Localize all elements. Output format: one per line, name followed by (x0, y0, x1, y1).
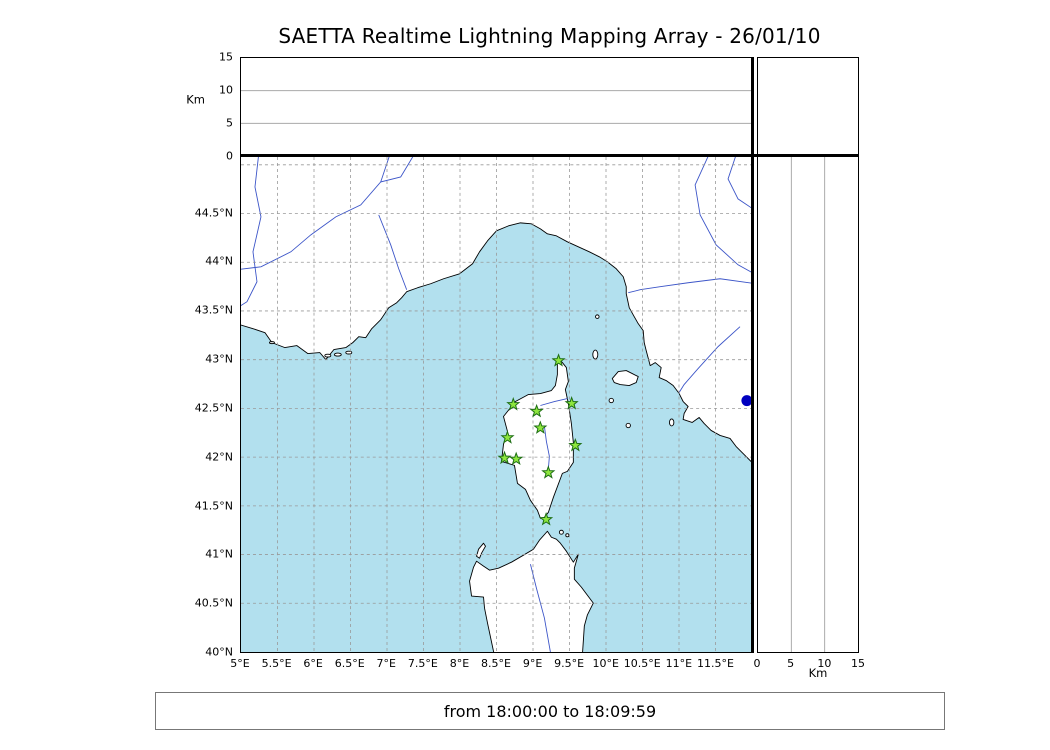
station-star (539, 512, 554, 526)
island-frioul (268, 341, 275, 345)
page-title: SAETTA Realtime Lightning Mapping Array … (278, 24, 821, 48)
altitude-axis-unit-left: Km (186, 92, 205, 107)
km-tick-label-bottom: 0 (753, 657, 761, 670)
island-maddalena-2 (565, 533, 570, 538)
island-hyeres-2 (333, 352, 342, 357)
km-tick-label-left: 0 (226, 149, 233, 163)
river-durance-branch (380, 157, 414, 183)
lat-tick-label: 43°N (205, 352, 233, 366)
island-elba (611, 370, 639, 386)
river-var (378, 214, 408, 290)
island-maddalena-1 (558, 529, 564, 535)
lat-tick-label: 44°N (205, 254, 233, 268)
river-po-tributary (694, 157, 752, 274)
island-pianosa (608, 397, 614, 404)
station-star (533, 420, 548, 434)
lon-tick-label: 10°E (592, 657, 619, 670)
river-top-right (727, 157, 752, 209)
station-star (500, 430, 515, 444)
lon-tick-label: 11.5°E (696, 657, 734, 670)
map-canvas (241, 157, 752, 652)
km-tick-label-bottom: 10 (817, 657, 832, 670)
station-star (568, 438, 583, 452)
altitude-longitude-panel (240, 57, 753, 157)
station-star (564, 396, 579, 410)
island-hyeres-3 (345, 350, 353, 355)
km-tick-label-bottom: 15 (851, 657, 865, 670)
km-tick-label-left: 5 (226, 116, 233, 130)
lat-tick-label: 42.5°N (194, 401, 233, 415)
time-range-box: from 18:00:00 to 18:09:59 (155, 692, 945, 730)
lon-tick-label: 9.5°E (554, 657, 585, 670)
lon-tick-label: 10.5°E (623, 657, 661, 670)
lon-tick-label: 5.5°E (261, 657, 292, 670)
km-tick-label-bottom: 5 (787, 657, 795, 670)
river-golo-corsica (540, 398, 568, 406)
river-ombrone (678, 326, 741, 393)
lat-tick-label: 44.5°N (194, 206, 233, 220)
river-durance (241, 157, 390, 270)
island-capraia (592, 349, 599, 360)
island-montecristo (625, 422, 631, 429)
coastline-mainland-france-italy (241, 157, 752, 463)
lon-tick-label: 6.5°E (334, 657, 365, 670)
river-arno (628, 278, 752, 294)
lon-tick-label: 7.5°E (407, 657, 438, 670)
lon-tick-label: 5°E (230, 657, 250, 670)
altitude-longitude-canvas (241, 90, 752, 124)
map-grid-layer (241, 157, 752, 652)
lon-tick-label: 6°E (303, 657, 323, 670)
panel-divider-horizontal (240, 154, 859, 157)
panel-divider-vertical (751, 57, 754, 653)
lon-tick-label: 8.5°E (481, 657, 511, 670)
river-taravo-corsica (543, 426, 550, 469)
river-rhone-area (241, 157, 262, 307)
island-gorgona (595, 314, 600, 319)
sensor-marker-dot (741, 395, 752, 407)
map-panel (240, 156, 753, 653)
lat-tick-label: 41.5°N (194, 499, 233, 513)
lat-tick-label: 41°N (205, 547, 233, 561)
coastline-layer (241, 157, 752, 652)
station-star (497, 450, 512, 465)
station-star (551, 353, 566, 367)
island-hyeres-1 (324, 353, 332, 358)
sensor-marker-layer (741, 395, 752, 407)
altitude-histogram-panel (757, 57, 859, 157)
km-tick-label-left: 15 (219, 50, 233, 64)
lon-tick-label: 9°E (522, 657, 543, 670)
lat-tick-label: 42°N (205, 450, 233, 464)
stations-layer (497, 353, 583, 526)
time-range-text: from 18:00:00 to 18:09:59 (443, 701, 657, 721)
altitude-latitude-canvas (790, 157, 826, 652)
lon-tick-label: 7°E (376, 657, 397, 670)
island-giglio (669, 418, 675, 427)
lat-tick-label: 40.5°N (194, 596, 233, 610)
coastline-sardinia (469, 530, 594, 652)
altitude-latitude-panel (757, 156, 859, 653)
island-asinara (476, 542, 486, 559)
station-star (541, 465, 556, 479)
station-star (509, 451, 524, 466)
lon-tick-label: 8°E (449, 657, 470, 670)
lat-tick-label: 43.5°N (194, 303, 233, 317)
lat-tick-label: 40°N (205, 645, 233, 659)
lon-tick-label: 11°E (665, 657, 693, 670)
station-star (529, 403, 544, 418)
altitude-axis-unit-bottom: Km (808, 666, 828, 680)
km-tick-label-left: 10 (219, 83, 233, 97)
station-star (506, 397, 521, 411)
